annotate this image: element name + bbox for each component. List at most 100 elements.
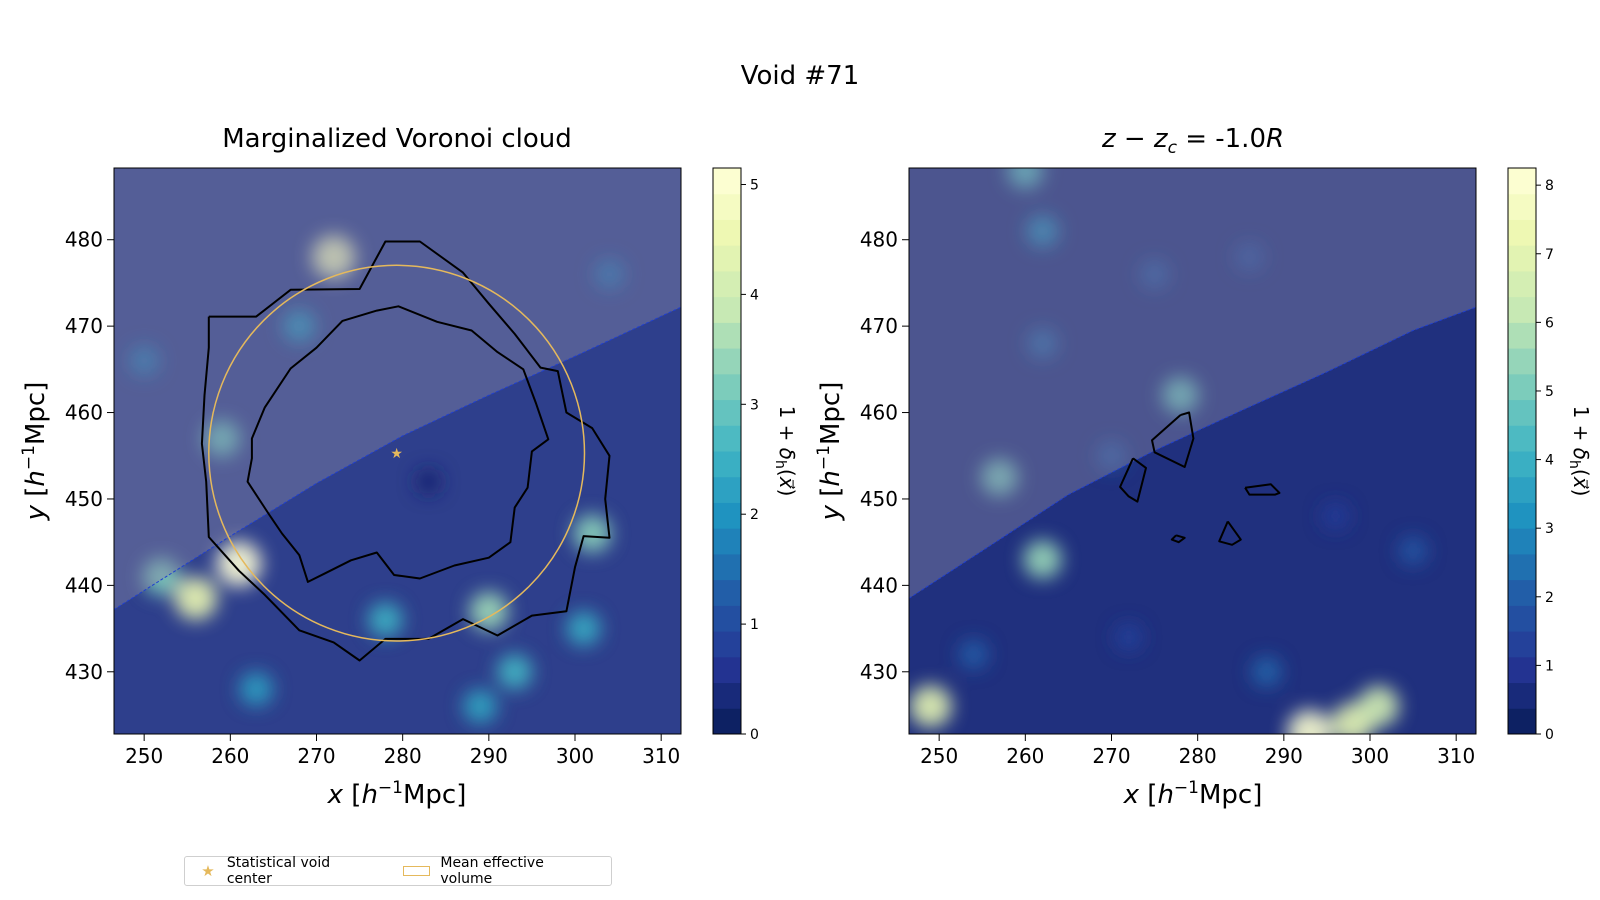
density-peak-13 [594,258,625,290]
density-peak-10 [368,602,403,638]
masked-region [909,168,1476,599]
colorbar-tick-label: 1 [1545,658,1554,674]
left-panel: Marginalized Voronoi cloud ★ 250 260 270 28… [19,124,799,810]
colorbar-band [1508,502,1536,529]
colorbar-tick-label: 3 [750,397,759,413]
left-y-axis-label: y [h−1Mpc] [19,382,51,522]
colorbar-band [713,528,741,555]
void-contour-3 [1218,520,1242,546]
colorbar-tick-label: 7 [1545,247,1554,263]
colorbar-band [1508,682,1536,709]
colorbar-band [713,553,741,581]
colorbar-tick-label: 0 [1545,727,1554,743]
colorbar-band [1508,553,1536,581]
density-peak-12 [128,345,160,377]
survey-boundary-line [909,306,1476,599]
colorbar-band [1508,708,1536,735]
colorbar-band [713,579,741,606]
density-peak-14 [1398,536,1428,566]
right-x-ticks: 250 260 270 280 290 300 310 [920,734,1475,768]
density-peak-15 [463,689,498,724]
x-tick-label: 300 [556,744,594,768]
void-center-star-icon: ★ [390,446,403,462]
density-peak-3 [203,420,241,457]
mean-effective-volume-circle [208,264,586,642]
right-x-axis-label: x [h−1Mpc] [1123,778,1263,810]
density-peak-2 [980,458,1019,496]
right-void-contours [1119,411,1281,546]
density-peak-4 [1162,376,1199,414]
colorbar-band [713,219,741,246]
x-tick-label: 260 [1006,744,1044,768]
y-tick-label: 450 [65,487,103,511]
left-void-markers: ★ [208,264,586,642]
colorbar-band [713,631,741,658]
right-heatmap-background [909,168,1476,734]
right-panel: z − zc = -1.0R 250 260 270 280 290 300 310 430… [814,124,1593,810]
figure-title: Void #71 [741,61,860,91]
x-tick-label: 250 [125,744,163,768]
y-tick-label: 480 [860,228,898,252]
right-survey-mask [909,168,1476,599]
left-x-axis-label: x [h−1Mpc] [327,778,467,810]
density-peak-0 [1007,168,1044,189]
left-panel-title: Marginalized Voronoi cloud [222,124,572,154]
left-void-contours [200,240,611,662]
right-density-field [909,168,1428,734]
colorbar-band [713,451,741,478]
right-colorbar-label: 1 + δh(x⃗) [1566,406,1593,497]
void-contour-1 [1119,457,1147,503]
colorbar-band [1508,348,1536,375]
density-peak-12 [1096,441,1127,471]
left-colorbar-label: 1 + δh(x⃗) [772,406,799,497]
left-colorbar-ticks: 0 1 2 3 4 5 [712,167,759,743]
density-peak-7 [415,468,442,495]
legend-item-center: ★ Statistical void center [197,855,379,887]
circle-outline-icon [402,866,431,876]
colorbar-tick-label: 0 [750,727,759,743]
density-peak-9 [1027,328,1058,359]
y-tick-label: 470 [860,314,898,338]
density-peak-16 [1251,656,1282,687]
colorbar-tick-label: 4 [1545,453,1554,469]
colorbar-band [1508,451,1536,478]
right-y-ticks: 430 440 450 460 470 480 [860,228,909,684]
right-y-axis-label: y [h−1Mpc] [814,382,846,522]
void-contour-1 [246,305,550,583]
y-tick-label: 470 [65,314,103,338]
colorbar-tick-label: 3 [1545,521,1554,537]
left-plot-frame [113,167,682,735]
density-peak-6 [573,514,612,553]
colorbar-tick-label: 5 [1545,384,1554,400]
void-contour-0 [1151,411,1195,468]
y-tick-label: 430 [860,660,898,684]
colorbar-tick-label: 6 [1545,315,1554,331]
density-peak-4 [142,557,181,596]
density-peak-6 [1287,709,1333,734]
x-tick-label: 280 [384,744,422,768]
density-peak-1 [216,541,262,587]
colorbar-band [1508,168,1536,195]
density-peak-9 [497,654,533,690]
x-tick-label: 280 [1179,744,1217,768]
colorbar-band [1508,579,1536,606]
colorbar-band [1508,528,1536,555]
x-tick-label: 260 [211,744,249,768]
survey-boundary-line [114,306,681,610]
density-peak-8 [1358,685,1400,727]
colorbar-band [1508,656,1536,684]
y-tick-label: 460 [860,401,898,425]
left-density-field [128,235,625,724]
colorbar-tick-label: 2 [1545,590,1554,606]
colorbar-band [713,296,741,323]
colorbar-band [1508,373,1536,401]
left-survey-mask [114,168,681,610]
density-peak-5 [469,591,509,631]
colorbar-band [713,348,741,375]
left-x-ticks: 250 260 270 280 290 300 310 [125,734,680,768]
colorbar-band [1508,270,1536,298]
colorbar-tick-label: 8 [1545,178,1554,194]
x-tick-label: 270 [297,744,335,768]
legend-volume-label: Mean effective volume [440,855,544,887]
